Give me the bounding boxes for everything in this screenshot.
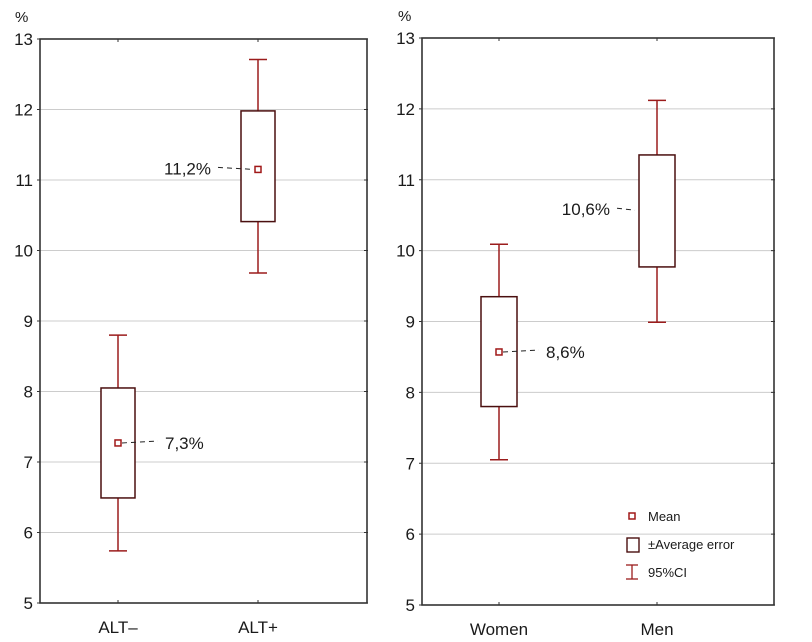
plot-frame <box>421 37 775 606</box>
x-tick-label: Women <box>470 620 528 639</box>
y-tick-label: 13 <box>14 30 33 49</box>
y-tick-label: 6 <box>24 524 33 543</box>
annotation-leader <box>616 207 636 211</box>
chart-panel-1: 5 6 7 8 9 10 11 12 13% ALT– ALT+ 7,3% 11,2% <box>14 9 368 637</box>
y-tick-label: 7 <box>406 454 415 473</box>
annotation-label: 8,6% <box>546 343 585 362</box>
y-tick-label: 12 <box>14 101 33 120</box>
legend-mean-icon <box>628 512 636 520</box>
annotation-label: 10,6% <box>562 200 610 219</box>
y-tick-label: 5 <box>24 594 33 613</box>
x-tick-label: ALT+ <box>238 618 278 637</box>
x-tick-label: ALT– <box>98 618 138 637</box>
chart-panel-2: 5 6 7 8 9 10 11 12 13% Women Men 8,6% 10,6% Mean ±Aver… <box>396 8 775 639</box>
annotation-leader <box>217 166 255 170</box>
mean-marker <box>114 439 122 447</box>
mean-marker <box>254 165 262 174</box>
y-axis-unit-label: % <box>398 8 411 25</box>
legend-box-icon <box>626 537 640 553</box>
annotation-leader <box>502 349 540 353</box>
y-tick-label: 12 <box>396 100 415 119</box>
box-group-men: 10,6% <box>562 99 676 323</box>
legend-label: 95%CI <box>648 565 687 580</box>
y-tick-label: 7 <box>24 453 33 472</box>
y-axis-unit-label: % <box>15 9 28 26</box>
box-group-alt: 11,2% <box>164 58 276 274</box>
annotation-label: 7,3% <box>165 434 204 453</box>
y-tick-label: 8 <box>406 383 415 402</box>
mean-marker <box>495 348 503 356</box>
y-tick-label: 11 <box>397 171 415 190</box>
y-tick-label: 10 <box>14 242 33 261</box>
y-tick-label: 9 <box>406 313 415 332</box>
legend: Mean ±Average error 95%CI <box>626 509 735 580</box>
y-tick-label: 13 <box>396 29 415 48</box>
annotation-label: 11,2% <box>164 159 211 178</box>
x-tick-label: Men <box>640 620 673 639</box>
legend-label: ±Average error <box>648 537 735 552</box>
y-tick-label: 8 <box>24 383 33 402</box>
y-tick-label: 9 <box>24 312 33 331</box>
y-tick-label: 11 <box>15 171 33 190</box>
legend-label: Mean <box>648 509 681 524</box>
box-group-alt: 7,3% <box>100 334 204 552</box>
box-group-women: 8,6% <box>480 243 585 461</box>
y-tick-label: 6 <box>406 525 415 544</box>
y-tick-label: 5 <box>406 596 415 615</box>
y-tick-label: 10 <box>396 242 415 261</box>
annotation-leader <box>121 440 159 444</box>
average-error-box <box>638 154 676 268</box>
plot-frame <box>39 38 368 604</box>
